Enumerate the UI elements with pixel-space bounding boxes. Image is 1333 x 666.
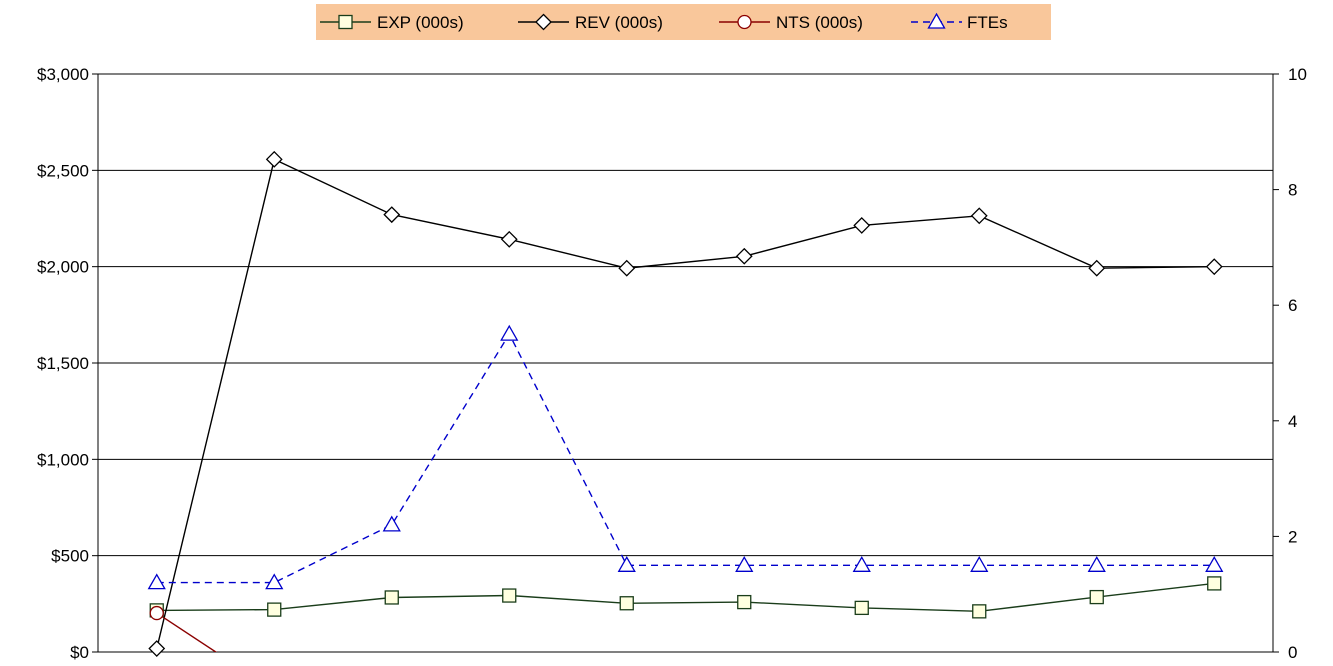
series-line-triangle <box>156 332 1215 584</box>
left-tick-label: $500 <box>51 547 89 566</box>
series-lines <box>156 158 1215 652</box>
data-point-triangle <box>970 555 989 572</box>
data-point-square <box>384 590 399 605</box>
data-point-diamond <box>1088 259 1106 277</box>
legend-marker-square <box>338 14 353 30</box>
data-point-diamond <box>853 217 871 234</box>
left-tick-label: $2,000 <box>37 258 89 277</box>
legend-marker-triangle <box>927 12 946 29</box>
data-point-circle <box>149 605 164 621</box>
data-point-diamond <box>1205 258 1223 276</box>
right-tick-label: 4 <box>1288 412 1297 431</box>
data-point-square <box>1207 576 1222 591</box>
data-point-diamond <box>970 207 988 225</box>
data-point-triangle <box>852 555 871 572</box>
chart-legend: EXP (000s) REV (000s) NTS (000s) FTEs <box>316 4 1051 40</box>
data-point-diamond <box>735 247 753 265</box>
data-point-diamond <box>383 206 401 224</box>
series-markers <box>147 150 1224 657</box>
legend-label: FTEs <box>967 13 1008 32</box>
data-point-triangle <box>1205 555 1224 572</box>
left-tick-label: $0 <box>70 643 89 662</box>
data-point-triangle <box>382 515 401 532</box>
left-tick-label: $1,000 <box>37 450 89 469</box>
data-point-square <box>267 602 282 617</box>
gridlines <box>98 73 1273 557</box>
series-line-diamond <box>156 158 1215 649</box>
data-point-square <box>1089 589 1104 605</box>
left-axis-ticks: $0 $500 $1,000 $1,500 $2,000 $2,500 $3,000 <box>37 65 98 662</box>
data-point-triangle <box>500 324 519 341</box>
legend-marker-circle <box>737 14 752 30</box>
data-point-triangle <box>265 573 284 590</box>
data-point-square <box>619 596 634 611</box>
data-point-diamond <box>148 640 166 657</box>
legend-label: NTS (000s) <box>776 13 863 32</box>
legend-label: REV (000s) <box>575 13 663 32</box>
data-point-square <box>972 604 987 619</box>
legend-label: EXP (000s) <box>377 13 464 32</box>
data-point-diamond <box>265 150 283 168</box>
legend-marker-diamond <box>535 13 552 31</box>
series-line-circle <box>156 612 218 652</box>
right-axis-ticks: 0 2 4 6 8 10 <box>1273 65 1307 662</box>
left-tick-label: $2,500 <box>37 161 89 180</box>
data-point-triangle <box>735 555 754 572</box>
series-line-square <box>156 582 1215 613</box>
data-point-square <box>854 600 869 616</box>
data-point-square <box>502 588 517 603</box>
right-tick-label: 0 <box>1288 643 1297 662</box>
data-point-diamond <box>500 230 518 248</box>
right-tick-label: 2 <box>1288 527 1297 546</box>
left-tick-label: $3,000 <box>37 65 89 84</box>
right-tick-label: 10 <box>1288 65 1307 84</box>
data-point-triangle <box>617 555 636 572</box>
right-tick-label: 8 <box>1288 181 1297 200</box>
left-tick-label: $1,500 <box>37 354 89 373</box>
data-point-square <box>737 594 752 610</box>
data-point-diamond <box>618 259 636 277</box>
data-point-triangle <box>1087 555 1106 572</box>
right-tick-label: 6 <box>1288 296 1297 315</box>
data-point-triangle <box>147 573 166 590</box>
